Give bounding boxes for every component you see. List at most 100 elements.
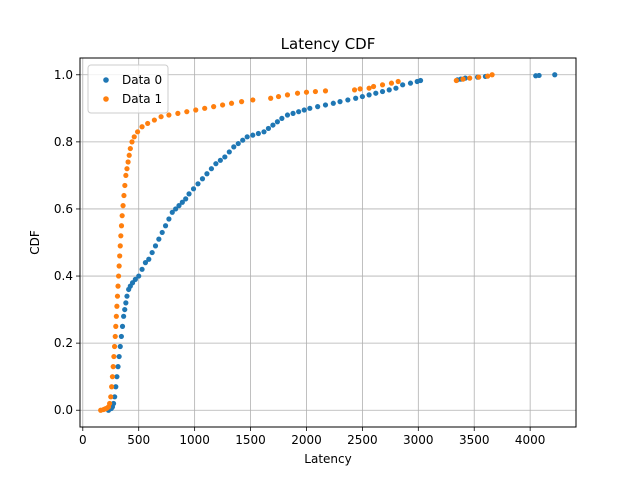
data-point	[116, 263, 122, 269]
data-point	[166, 216, 172, 222]
data-point	[124, 293, 130, 299]
data-point	[222, 154, 228, 160]
data-point	[373, 90, 379, 96]
data-point	[359, 93, 365, 100]
data-point	[303, 89, 310, 95]
data-point	[213, 161, 219, 167]
data-point	[126, 152, 132, 158]
series-layer	[98, 72, 558, 413]
y-tick-label: 0.6	[54, 202, 73, 216]
x-tick-label: 1000	[179, 433, 210, 447]
data-point	[122, 306, 128, 313]
y-tick-label: 0.8	[54, 135, 73, 149]
data-point	[131, 134, 137, 140]
data-point	[239, 99, 245, 105]
data-point	[307, 105, 313, 111]
data-point	[183, 196, 189, 202]
data-point	[290, 110, 296, 116]
data-point	[552, 72, 558, 78]
data-point	[284, 92, 291, 98]
y-tick-label: 0.0	[54, 403, 73, 417]
data-point	[179, 199, 185, 205]
x-tick-label: 3500	[459, 433, 490, 447]
legend-marker	[103, 96, 109, 102]
x-tick-label: 2000	[291, 433, 322, 447]
data-point	[279, 115, 285, 121]
data-point	[193, 107, 199, 113]
data-point	[132, 276, 138, 282]
data-point	[139, 124, 145, 130]
data-point	[366, 85, 372, 91]
data-point	[190, 186, 197, 192]
data-point	[208, 166, 215, 172]
data-point	[386, 87, 392, 93]
data-point	[315, 104, 321, 110]
data-point	[110, 400, 117, 407]
data-point	[226, 149, 232, 155]
data-point	[536, 72, 542, 79]
data-point	[379, 82, 386, 88]
data-point	[235, 140, 241, 147]
data-point	[453, 77, 459, 84]
x-tick-label: 1500	[235, 433, 266, 447]
data-point	[169, 209, 175, 215]
series-0	[105, 72, 558, 413]
data-point	[121, 313, 127, 319]
data-point	[122, 182, 128, 189]
data-point	[393, 85, 399, 91]
data-point	[123, 300, 129, 306]
data-point	[176, 203, 182, 209]
data-point	[117, 253, 123, 259]
data-point	[120, 203, 126, 209]
data-point	[158, 114, 164, 120]
legend: Data 0 Data 1	[87, 64, 169, 114]
y-tick-label: 1.0	[54, 68, 73, 82]
data-point	[109, 374, 116, 380]
data-point	[121, 192, 127, 199]
data-point	[275, 93, 282, 100]
data-point	[244, 134, 250, 140]
data-point	[476, 74, 482, 80]
data-point	[145, 120, 151, 127]
data-point	[284, 112, 291, 118]
data-point	[199, 176, 206, 182]
data-point	[211, 104, 217, 110]
data-point	[173, 206, 179, 212]
data-point	[265, 125, 272, 132]
data-point	[142, 260, 149, 266]
data-point	[250, 132, 256, 138]
data-point	[175, 110, 181, 116]
data-point	[296, 109, 302, 115]
data-point	[156, 236, 162, 242]
data-point	[136, 273, 142, 279]
x-tick-label: 4000	[515, 433, 546, 447]
data-point	[117, 343, 123, 350]
data-point	[110, 364, 116, 370]
data-point	[186, 191, 192, 197]
data-point	[113, 323, 119, 329]
data-point	[124, 166, 130, 172]
legend-box	[87, 64, 169, 114]
data-point	[117, 243, 123, 249]
data-point	[119, 213, 125, 219]
data-point	[489, 72, 495, 78]
data-point	[261, 129, 267, 135]
data-point	[379, 88, 386, 95]
data-point	[118, 223, 125, 229]
data-point	[111, 343, 118, 350]
data-point	[149, 249, 155, 256]
data-point	[312, 88, 319, 95]
data-point	[111, 353, 117, 360]
data-point	[134, 129, 141, 135]
data-point	[370, 83, 377, 90]
data-point	[322, 102, 329, 108]
data-point	[195, 181, 201, 187]
y-tick-label: 0.2	[54, 336, 73, 350]
data-point	[123, 172, 129, 179]
data-point	[166, 112, 172, 118]
data-point	[250, 97, 256, 103]
data-point	[109, 384, 115, 390]
data-point	[114, 303, 120, 309]
data-point	[351, 87, 358, 93]
